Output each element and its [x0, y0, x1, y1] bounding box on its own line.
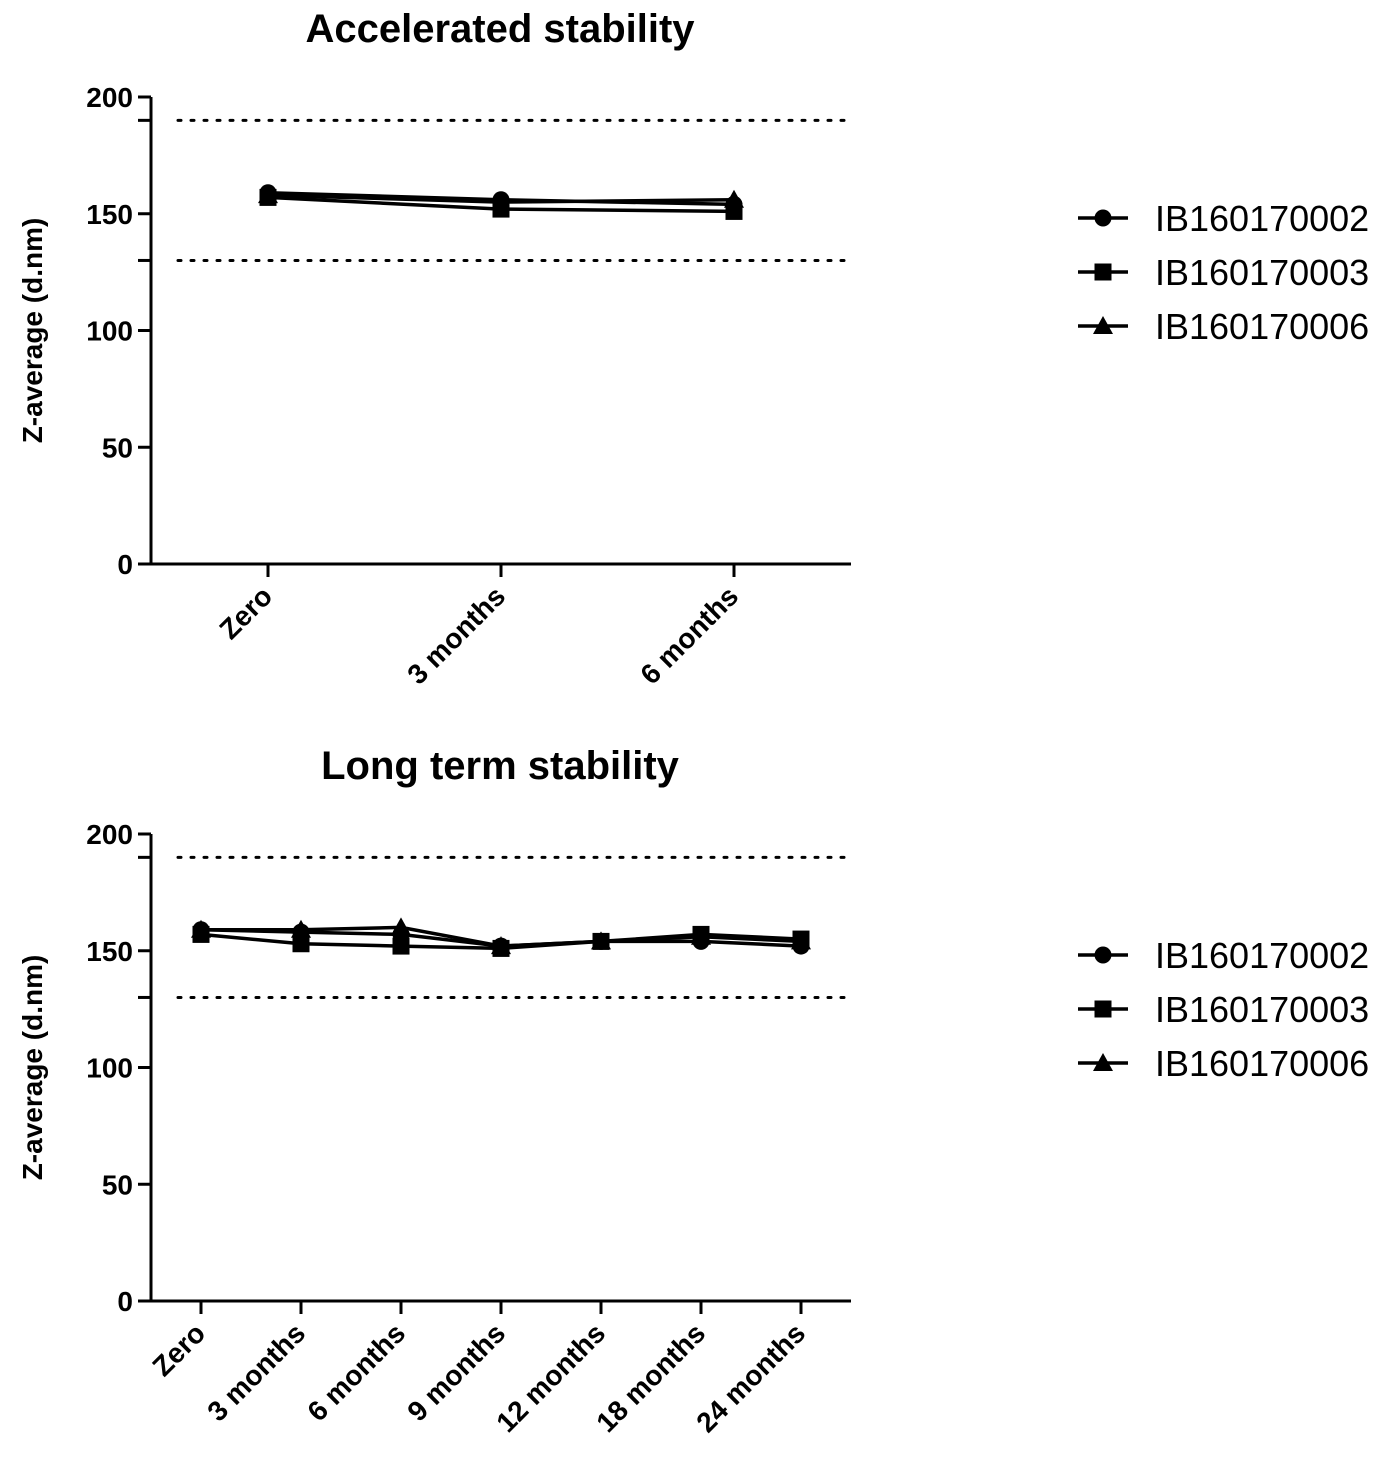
chart-1-legend-label-ib160170006: IB160170006 [1155, 1043, 1369, 1084]
chart-1-legend-marker-ib160170003 [1094, 1000, 1112, 1018]
chart-0-x-tick-label-6-months: 6 months [634, 580, 744, 690]
chart-1-y-tick-label-150: 150 [86, 936, 133, 967]
chart-1-legend-marker-ib160170006 [1093, 1053, 1113, 1071]
chart-1-y-tick-label-0: 0 [117, 1286, 133, 1317]
chart-1-point-ib160170006-24-months [791, 931, 811, 950]
chart-1-x-tick-label-24-months: 24 months [690, 1317, 811, 1438]
chart-0-y-tick-label-100: 100 [86, 316, 133, 347]
chart-1-x-tick-label-6-months: 6 months [301, 1317, 411, 1427]
chart-0-legend-marker-ib160170003 [1094, 263, 1112, 281]
chart-1-y-tick-label-100: 100 [86, 1053, 133, 1084]
chart-0-y-tick-label-0: 0 [117, 549, 133, 580]
chart-0-point-ib160170006-zero [258, 185, 278, 204]
chart-1-point-ib160170006-6-months [391, 917, 411, 936]
chart-1-y-tick-label-200: 200 [86, 819, 133, 850]
chart-0-y-tick-label-150: 150 [86, 199, 133, 230]
chart-1-legend-marker-ib160170002 [1094, 946, 1112, 964]
chart-1-point-ib160170006-12-months [591, 931, 611, 950]
chart-0-y-axis-label: Z-average (d.nm) [17, 218, 48, 444]
chart-1-x-tick-label-zero: Zero [146, 1317, 211, 1382]
chart-1-point-ib160170006-zero [191, 919, 211, 938]
chart-1-x-tick-label-3-months: 3 months [201, 1317, 311, 1427]
chart-0-x-tick-label-3-months: 3 months [401, 580, 511, 690]
chart-0-title: Accelerated stability [305, 7, 695, 51]
chart-0-legend-marker-ib160170006 [1093, 316, 1113, 334]
chart-0-y-tick-label-200: 200 [86, 82, 133, 113]
chart-1-point-ib160170006-18-months [691, 926, 711, 945]
chart-1-legend-label-ib160170003: IB160170003 [1155, 989, 1369, 1030]
chart-1-point-ib160170003-6-months [392, 937, 410, 955]
chart-0-legend-label-ib160170003: IB160170003 [1155, 252, 1369, 293]
chart-0-point-ib160170006-6-months [724, 189, 744, 208]
long-term-stability-panel: Long term stability Z-average (d.nm) 0 50 10… [17, 744, 1369, 1438]
chart-1-point-ib160170003-3-months [292, 935, 310, 953]
accelerated-stability-panel: Accelerated stability Z-average (d.nm) 0 50… [17, 7, 1369, 690]
chart-0-x-tick-label-zero: Zero [213, 580, 278, 645]
chart-1-point-ib160170006-9-months [491, 936, 511, 955]
chart-1-point-ib160170006-3-months [291, 919, 311, 938]
chart-0-y-tick-label-50: 50 [102, 432, 133, 463]
chart-0-point-ib160170006-3-months [491, 192, 511, 211]
chart-1-y-axis-label: Z-average (d.nm) [17, 955, 48, 1181]
chart-0-legend-label-ib160170002: IB160170002 [1155, 198, 1369, 239]
chart-0-legend-label-ib160170006: IB160170006 [1155, 306, 1369, 347]
chart-1-y-tick-label-50: 50 [102, 1169, 133, 1200]
chart-1-title: Long term stability [321, 744, 680, 788]
chart-0-legend-marker-ib160170002 [1094, 209, 1112, 227]
chart-1-legend-label-ib160170002: IB160170002 [1155, 935, 1369, 976]
